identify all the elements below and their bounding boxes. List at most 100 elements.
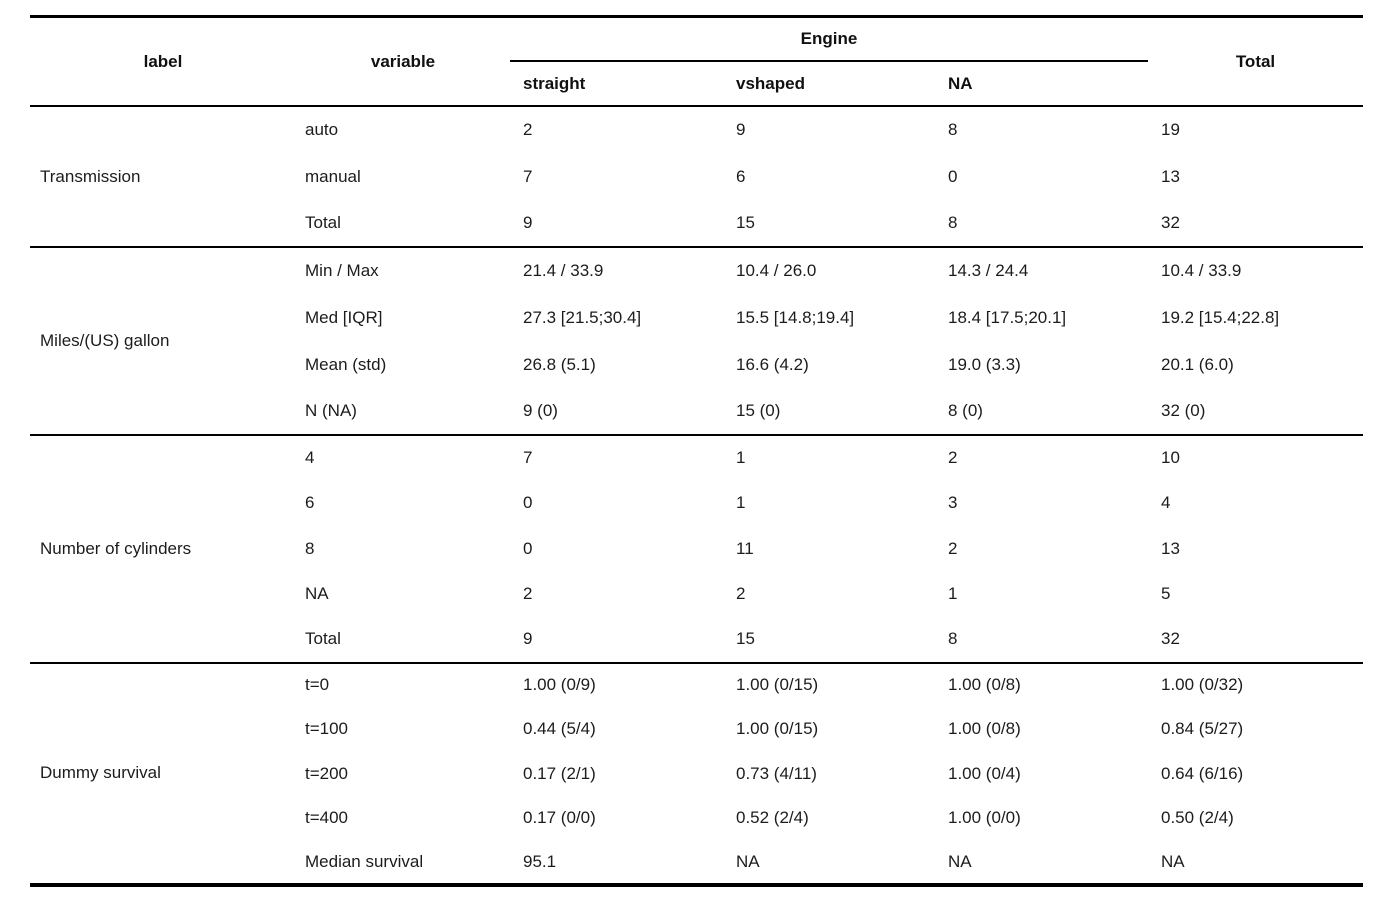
crosstable-container: label variable Engine Total straight vsh… <box>30 15 1364 887</box>
value-cell: 95.1 <box>523 851 557 871</box>
value-cell: 26.8 (5.1) <box>523 354 596 374</box>
section-label: Transmission <box>40 166 141 186</box>
table-row: t=200 0.17 (2/1) 0.73 (4/11) 1.00 (0/4) 0.64… <box>30 752 1363 797</box>
value-cell: 5 <box>1161 584 1171 604</box>
value-cell: 1.00 (0/32) <box>1161 675 1244 695</box>
value-cell: 0.73 (4/11) <box>736 763 817 783</box>
table-row: Med [IQR] 27.3 [21.5;30.4] 15.5 [14.8;19.4… <box>30 294 1363 341</box>
variable-cell: Median survival <box>305 851 424 871</box>
value-cell: 14.3 / 24.4 <box>948 261 1029 280</box>
value-cell: 6 <box>736 166 746 186</box>
value-cell: 2 <box>948 448 958 468</box>
variable-cell: t=400 <box>305 808 349 828</box>
variable-cell: t=0 <box>305 675 330 695</box>
value-cell: 9 <box>523 213 533 232</box>
value-cell: 0 <box>948 166 958 186</box>
variable-cell: N (NA) <box>305 401 357 420</box>
table-row: NA 2 2 1 5 <box>30 572 1363 618</box>
value-cell: 15 <box>736 213 755 232</box>
table-row: Median survival 95.1 NA NA NA <box>30 841 1363 886</box>
value-cell: 16.6 (4.2) <box>736 354 809 374</box>
table-row: N (NA) 9 (0) 15 (0) 8 (0) 32 (0) <box>30 388 1363 435</box>
table-row: Total 9 15 8 32 <box>30 617 1363 663</box>
table-row: t=400 0.17 (0/0) 0.52 (2/4) 1.00 (0/0) 0.50 … <box>30 796 1363 841</box>
variable-cell: Total <box>305 213 341 232</box>
table-row: Total 9 15 8 32 <box>30 200 1363 247</box>
value-cell: 21.4 / 33.9 <box>523 261 604 280</box>
variable-cell: 8 <box>305 538 315 558</box>
value-cell: 1.00 (0/8) <box>948 675 1021 695</box>
value-cell: 9 <box>523 629 533 649</box>
header-engine-vshaped: vshaped <box>736 73 805 93</box>
value-cell: 0 <box>523 538 533 558</box>
value-cell: 0 <box>523 493 533 513</box>
value-cell: NA <box>736 851 760 871</box>
value-cell: 8 (0) <box>948 401 983 420</box>
value-cell: 13 <box>1161 538 1180 558</box>
value-cell: 7 <box>523 448 533 468</box>
header-total: Total <box>1235 51 1276 71</box>
value-cell: 3 <box>948 493 958 513</box>
value-cell: 1.00 (0/8) <box>948 719 1021 739</box>
variable-cell: t=200 <box>305 763 349 783</box>
table-row: Mean (std) 26.8 (5.1) 16.6 (4.2) 19.0 (3.3)… <box>30 341 1363 388</box>
value-cell: 2 <box>736 584 746 604</box>
value-cell: 1.00 (0/0) <box>948 808 1021 828</box>
value-cell: 15.5 [14.8;19.4] <box>736 307 855 327</box>
value-cell: 18.4 [17.5;20.1] <box>948 307 1067 327</box>
value-cell: 15 <box>736 629 755 649</box>
value-cell: 1 <box>736 448 746 468</box>
value-cell: 27.3 [21.5;30.4] <box>523 307 642 327</box>
header-group-row: label variable Engine Total <box>30 16 1363 71</box>
value-cell: NA <box>948 851 972 871</box>
variable-cell: NA <box>305 584 329 604</box>
table-section: Number of cylinders 4 7 1 2 10 6 0 1 3 4 8 0 11 2 13 NA 2… <box>30 435 1363 663</box>
value-cell: 20.1 (6.0) <box>1161 354 1234 374</box>
value-cell: 32 <box>1161 213 1180 232</box>
value-cell: 32 <box>1161 629 1180 649</box>
variable-cell: 6 <box>305 493 315 513</box>
table-row: Transmission auto 2 9 8 19 <box>30 106 1363 186</box>
value-cell: 15 (0) <box>736 401 781 420</box>
variable-cell: t=100 <box>305 719 349 739</box>
value-cell: 19.0 (3.3) <box>948 354 1021 374</box>
section-label: Dummy survival <box>40 763 161 783</box>
value-cell: 13 <box>1161 166 1180 186</box>
value-cell: 9 <box>736 120 746 139</box>
table-header: label variable Engine Total straight vsh… <box>30 16 1363 106</box>
table-row: Miles/(US) gallon Min / Max 21.4 / 33.9 10.… <box>30 247 1363 350</box>
value-cell: 2 <box>948 538 958 558</box>
section-label: Number of cylinders <box>40 538 192 558</box>
header-engine-na: NA <box>948 73 973 93</box>
value-cell: 0.84 (5/27) <box>1161 719 1244 739</box>
value-cell: 1.00 (0/15) <box>736 719 819 739</box>
value-cell: 9 (0) <box>523 401 558 420</box>
table-section: Miles/(US) gallon Min / Max 21.4 / 33.9 10.… <box>30 247 1363 435</box>
value-cell: NA <box>1161 851 1185 871</box>
variable-cell: manual <box>305 166 361 186</box>
header-label: label <box>143 51 183 71</box>
table-row: Number of cylinders 4 7 1 2 10 <box>30 435 1363 558</box>
section-label: Miles/(US) gallon <box>40 331 170 350</box>
value-cell: 0.64 (6/16) <box>1161 763 1244 783</box>
value-cell: 1 <box>948 584 958 604</box>
value-cell: 2 <box>523 584 533 604</box>
value-cell: 8 <box>948 213 958 232</box>
variable-cell: Med [IQR] <box>305 307 383 327</box>
value-cell: 0.52 (2/4) <box>736 808 809 828</box>
table-section: Dummy survival t=0 1.00 (0/9) 1.00 (0/15) 1.… <box>30 662 1363 886</box>
value-cell: 11 <box>736 538 754 558</box>
value-cell: 7 <box>523 166 533 186</box>
value-cell: 19 <box>1161 120 1180 139</box>
value-cell: 10.4 / 33.9 <box>1161 261 1242 280</box>
value-cell: 19.2 [15.4;22.8] <box>1161 307 1280 327</box>
variable-cell: auto <box>305 120 339 139</box>
value-cell: 4 <box>1161 493 1171 513</box>
value-cell: 0.17 (0/0) <box>523 808 596 828</box>
value-cell: 8 <box>948 629 958 649</box>
table-row: manual 7 6 0 13 <box>30 153 1363 200</box>
header-engine-straight: straight <box>523 73 586 93</box>
value-cell: 1.00 (0/9) <box>523 675 596 695</box>
summary-table: label variable Engine Total straight vsh… <box>30 15 1363 887</box>
value-cell: 8 <box>948 120 958 139</box>
